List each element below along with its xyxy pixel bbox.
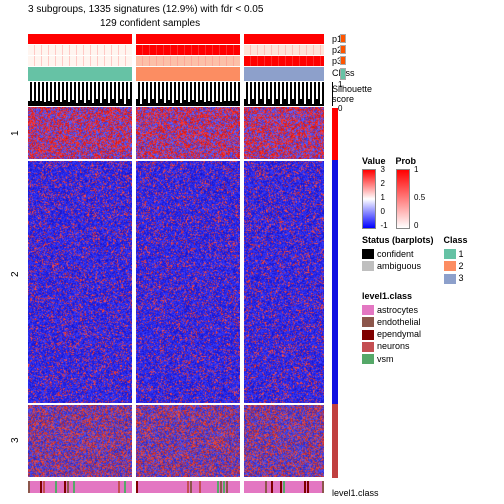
legend-status-title: Status (barplots) [362,235,434,246]
level1-annotation [28,481,328,493]
class-annotation [28,67,328,81]
legend-prob: Prob 10.50 [396,150,417,229]
prob-colorbar [396,169,410,229]
heatmap-body [28,107,328,477]
legend-prob-title: Prob [396,156,417,167]
legend-class: Class 123 [444,229,468,285]
legend-level1-title: level1.class [362,291,500,302]
silhouette-annotation [28,82,328,106]
p2-annotation [28,45,328,55]
title-line-1: 3 subgroups, 1335 signatures (12.9%) wit… [28,4,263,15]
p3-annotation [28,56,328,66]
plot-area [28,34,328,493]
legend-level1: level1.class astrocytesendothelialependy… [362,291,500,365]
label-level1: level1.class [332,488,379,498]
p1-annotation [28,34,328,44]
legend-area: Value 3210-1 Prob 10.50 Status (barplots… [362,150,500,366]
value-colorbar [362,169,376,229]
title-line-2: 129 confident samples [100,18,200,29]
legend-status: Status (barplots) confidentambiguous [362,229,434,285]
legend-value: Value 3210-1 [362,150,386,229]
legend-class-title: Class [444,235,468,246]
